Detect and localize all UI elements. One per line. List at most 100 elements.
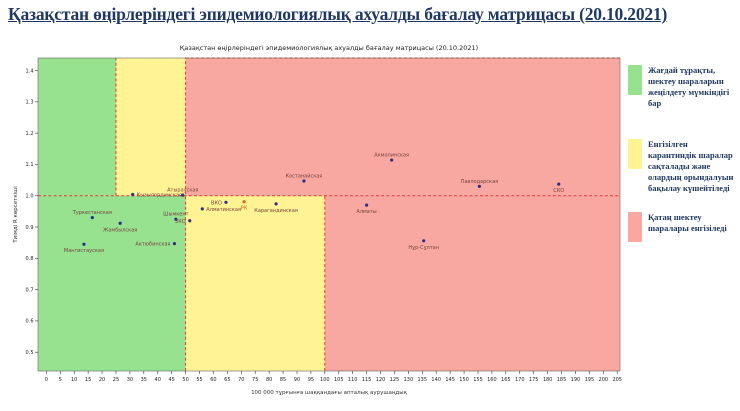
data-point-ВКО <box>224 200 228 204</box>
x-tick-label: 15 <box>85 377 91 383</box>
point-label: Мангистауская <box>64 248 104 254</box>
data-point-Акмолинская <box>390 158 394 162</box>
x-tick-label: 55 <box>196 377 202 383</box>
legend-item-red: Қатаң шектеу шаралары енгізіледі <box>628 212 738 242</box>
x-tick-label: 200 <box>599 377 609 383</box>
x-axis-title: 100 000 тұрғынға шаққандағы апталық ауру… <box>251 390 408 396</box>
x-tick-label: 65 <box>224 377 230 383</box>
red-zone-swatch <box>628 212 642 242</box>
x-tick-label: 5 <box>59 377 62 383</box>
x-tick-label: 115 <box>362 377 372 383</box>
x-tick-label: 45 <box>168 377 174 383</box>
x-tick-label: 190 <box>571 377 581 383</box>
x-tick-label: 130 <box>404 377 414 383</box>
x-tick-label: 30 <box>127 377 133 383</box>
legend-item-text: Жағдай тұрақты, шектеу шараларын жеңілде… <box>648 65 730 108</box>
point-label: Жамбылская <box>103 227 137 233</box>
point-label: Актюбинская <box>135 242 170 248</box>
data-point-ЗКО <box>188 219 192 223</box>
point-label: Нұр-Сұлтан <box>408 245 439 251</box>
x-tick-label: 85 <box>280 377 286 383</box>
point-label: Туркестанская <box>72 210 112 216</box>
x-tick-label: 35 <box>141 377 147 383</box>
data-point-Павлодарская <box>477 184 481 188</box>
data-point-Алматы <box>364 203 369 207</box>
x-tick-label: 175 <box>529 377 539 383</box>
point-label: Шымкент <box>163 212 188 218</box>
chart-title: Қазақстан өңірлеріндегі эпидемиологиялық… <box>180 44 478 52</box>
zone-legend: Жағдай тұрақты, шектеу шараларын жеңілде… <box>628 55 738 405</box>
x-tick-label: 125 <box>390 377 400 383</box>
x-tick-label: 95 <box>308 377 314 383</box>
legend-item-yellow: Енгізілген карантиндік шаралар сақталады… <box>628 139 738 193</box>
x-tick-label: 10 <box>71 377 77 383</box>
page-title: Қазақстан өңірлеріндегі эпидемиологиялық… <box>8 4 668 24</box>
y-tick-label: 1.1 <box>26 162 34 168</box>
x-tick-label: 165 <box>501 377 511 383</box>
header: Қазақстан өңірлеріндегі эпидемиологиялық… <box>0 0 740 36</box>
x-tick-label: 145 <box>445 377 455 383</box>
zone-red <box>324 195 620 371</box>
x-tick-label: 110 <box>348 377 358 383</box>
x-tick-label: 135 <box>418 377 428 383</box>
x-tick-label: 40 <box>155 377 161 383</box>
point-label: РК <box>241 206 248 212</box>
data-point-СКО <box>557 182 561 186</box>
x-tick-label: 20 <box>99 377 105 383</box>
x-tick-label: 70 <box>238 377 244 383</box>
y-tick-label: 0.7 <box>26 287 34 293</box>
zone-yellow <box>115 58 186 196</box>
epidemiology-matrix-chart: 0 5 10 15 20 25 30 35 40 45 50 55 60 65 70 75 80 85 90 95 10… <box>8 40 626 404</box>
x-tick-label: 120 <box>376 377 386 383</box>
x-tick-label: 75 <box>252 377 258 383</box>
data-point-Мангистауская <box>82 242 86 246</box>
point-label: Атырауская <box>167 188 198 194</box>
zone-green <box>38 58 116 196</box>
point-label: Алматы <box>356 209 376 215</box>
x-tick-label: 170 <box>515 377 525 383</box>
data-point-Шымкент <box>174 217 178 221</box>
point-label: Алматинская <box>206 207 241 213</box>
x-tick-label: 160 <box>487 377 497 383</box>
y-tick-label: 1.2 <box>26 131 34 137</box>
y-tick-label: 0.8 <box>26 256 34 262</box>
x-tick-label: 140 <box>431 377 441 383</box>
yellow-zone-swatch <box>628 139 642 169</box>
data-point-РК <box>242 200 246 204</box>
chart-canvas: 0 5 10 15 20 25 30 35 40 45 50 55 60 65 70 75 80 85 90 95 10… <box>13 44 622 396</box>
y-axis-title: Тиімді R көрсеткіші <box>13 186 19 244</box>
x-tick-label: 0 <box>45 377 48 383</box>
point-label: Павлодарская <box>461 179 499 185</box>
x-tick-label: 185 <box>557 377 567 383</box>
y-tick-label: 0.9 <box>26 225 34 231</box>
zone-yellow <box>185 195 325 371</box>
data-point-Нұр-Сұлтан <box>422 239 426 243</box>
data-point-Актюбинская <box>172 242 177 246</box>
point-label: Кызылординская <box>137 192 182 198</box>
data-point-Алматинская <box>200 207 204 211</box>
x-tick-label: 205 <box>612 377 622 383</box>
x-tick-label: 50 <box>182 377 188 383</box>
data-point-Атырауская <box>181 193 185 197</box>
x-tick-label: 60 <box>210 377 216 383</box>
x-tick-label: 100 <box>320 377 330 383</box>
x-tick-label: 90 <box>294 377 300 383</box>
y-tick-label: 1.3 <box>26 100 34 106</box>
point-label: ВКО <box>211 200 222 206</box>
x-tick-label: 25 <box>113 377 119 383</box>
x-tick-label: 150 <box>459 377 469 383</box>
x-tick-label: 180 <box>543 377 553 383</box>
y-tick-label: 0.6 <box>26 319 34 325</box>
y-tick-label: 1.4 <box>26 68 34 74</box>
data-point-Кызылординская <box>131 192 135 197</box>
point-label: ЗКО <box>175 219 186 225</box>
legend-item-text: Енгізілген карантиндік шаралар сақталады… <box>648 139 734 193</box>
legend-item-text: Қатаң шектеу шаралары енгізіледі <box>648 212 727 233</box>
legend-item-green: Жағдай тұрақты, шектеу шараларын жеңілде… <box>628 65 738 109</box>
data-point-Жамбылская <box>118 221 122 225</box>
green-zone-swatch <box>628 65 642 95</box>
y-tick-label: 1.0 <box>26 194 34 200</box>
zone-red <box>185 58 621 196</box>
x-tick-label: 105 <box>334 377 344 383</box>
